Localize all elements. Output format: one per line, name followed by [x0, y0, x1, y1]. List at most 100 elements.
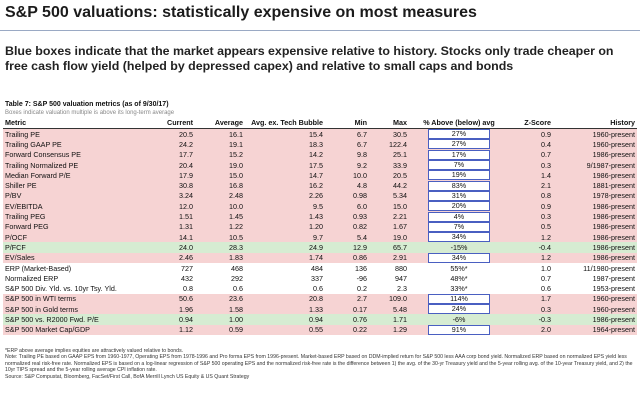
table-cell: 31% — [409, 190, 509, 201]
table-cell: 1.2 — [541, 232, 551, 242]
table-row: S&P 500 in Gold terms 1.96 1.58 1.33 0.17 5.4… — [3, 304, 637, 315]
table-cell: 1.45 — [229, 212, 243, 222]
table-cell: -15% — [409, 242, 509, 252]
table-cell: 1.67 — [393, 222, 407, 232]
table-cell: 0.3 — [541, 160, 551, 170]
table-cell: 20% — [409, 201, 509, 212]
table-cell: 0.7 — [541, 150, 551, 160]
table-cell: 18.3 — [309, 139, 323, 149]
pct-cell: 27% — [428, 129, 490, 140]
table-cell: 1987-present — [592, 273, 635, 283]
table-cell: 0.8 — [541, 191, 551, 201]
table-cell: 0.5 — [541, 222, 551, 232]
table-cell: 65.7 — [393, 242, 407, 252]
table-cell: 91% — [409, 324, 509, 335]
pct-cell: 19% — [428, 170, 490, 181]
table-cell: 24.0 — [179, 242, 193, 252]
table-cell: 9/1987-present — [586, 160, 635, 170]
table-cell: 0.9 — [541, 129, 551, 139]
table-cell: 1986-present — [592, 232, 635, 242]
table-cell: 24% — [409, 304, 509, 315]
table-row: P/BV 3.24 2.48 2.26 0.98 5.34 31% 0.8 1978-prese… — [3, 190, 637, 202]
table-cell: 2.91 — [393, 253, 407, 263]
table-cell: S&P 500 Market Cap/GDP — [5, 325, 90, 335]
table-cell: P/BV — [5, 191, 22, 201]
table-cell: 14.1 — [179, 232, 193, 242]
table-cell: 0.76 — [353, 314, 367, 324]
table-cell: 44.2 — [393, 181, 407, 191]
table-cell: 12.0 — [179, 201, 193, 211]
table-cell: 33%* — [409, 283, 509, 293]
table-cell: 109.0 — [389, 294, 407, 304]
table-cell: 30.5 — [393, 129, 407, 139]
table-cell: 20.5 — [393, 170, 407, 180]
table-cell: 0.6 — [541, 284, 551, 294]
table-row: Trailing PEG 1.51 1.45 1.43 0.93 2.21 4% 0.3 198… — [3, 211, 637, 222]
table-cell: 83% — [409, 180, 509, 191]
table-cell: 9.2 — [357, 160, 367, 170]
table-cell: 16.8 — [229, 181, 243, 191]
table-cell: 1960-present — [592, 294, 635, 304]
table-cell: 880 — [395, 263, 407, 273]
table-cell: 1960-present — [592, 304, 635, 314]
table-cell: S&P 500 in WTI terms — [5, 294, 76, 304]
table-cell: EV/EBITDA — [5, 201, 43, 211]
table-cell: 0.22 — [353, 325, 367, 335]
table-cell: 1.29 — [393, 325, 407, 335]
footnotes: *ERP above average implies equities are … — [5, 348, 635, 380]
table-row: S&P 500 vs. R2000 Fwd. P/E 0.94 1.00 0.94 0.… — [3, 314, 637, 325]
pct-cell: 91% — [428, 324, 490, 335]
table-row: Trailing PE 20.5 16.1 15.4 6.7 30.5 27% 0.9 1960… — [3, 128, 637, 140]
table-cell: 337 — [311, 273, 323, 283]
table-cell: -0.4 — [538, 242, 551, 252]
table-cell: 17.7 — [179, 150, 193, 160]
column-header: Current — [153, 117, 195, 129]
table-cell: 1978-present — [592, 191, 635, 201]
table-row: EV/EBITDA 12.0 10.0 9.5 6.0 15.0 20% 0.9 1986-pr… — [3, 201, 637, 212]
table-note: Boxes indicate valuation multiple is abo… — [5, 110, 175, 116]
table-cell: 0.98 — [353, 191, 367, 201]
table-cell: 6.7 — [357, 139, 367, 149]
table-cell: 468 — [231, 263, 243, 273]
table-row: ERP (Market-Based) 727 468 484 136 880 55%* 1.0… — [3, 262, 637, 274]
column-header: % Above (below) avg — [409, 117, 509, 129]
table-cell: 1.58 — [229, 304, 243, 314]
table-cell: 0.6 — [313, 284, 323, 294]
pct-cell: 7% — [428, 160, 490, 171]
column-header: Average — [195, 117, 245, 129]
pct-cell: 34% — [428, 232, 490, 243]
table-cell: 50.6 — [179, 294, 193, 304]
table-cell: 1.00 — [229, 314, 243, 324]
table-row: Trailing GAAP PE 24.2 19.1 18.3 6.7 122.4 27% 0… — [3, 139, 637, 150]
table-cell: Trailing PEG — [5, 212, 46, 222]
table-cell: 9.5 — [313, 201, 323, 211]
table-cell: 24.9 — [309, 242, 323, 252]
table-cell: 1.7 — [541, 294, 551, 304]
pct-cell: 31% — [428, 190, 490, 201]
table-cell: 727 — [181, 263, 193, 273]
table-cell: 1986-present — [592, 150, 635, 160]
column-header: Metric — [3, 117, 153, 129]
table-cell: 9.7 — [313, 232, 323, 242]
column-header: History — [553, 117, 637, 129]
pct-cell: 20% — [428, 201, 490, 212]
footnote: *ERP above average implies equities are … — [5, 348, 184, 354]
table-cell: Shiller PE — [5, 181, 37, 191]
table-cell: 1960-present — [592, 139, 635, 149]
subtitle: Blue boxes indicate that the market appe… — [5, 44, 614, 73]
table-cell: 17.9 — [179, 170, 193, 180]
table-cell: 20.8 — [309, 294, 323, 304]
table-cell: 27% — [409, 129, 509, 140]
valuation-table: Metric Current Average Avg. ex. Tech Bubble… — [3, 117, 637, 335]
table-cell: 1.12 — [179, 325, 193, 335]
table-cell: 5.34 — [393, 191, 407, 201]
table-cell: 33.9 — [393, 160, 407, 170]
table-cell: 25.1 — [393, 150, 407, 160]
pct-cell: 114% — [428, 293, 490, 304]
table-cell: 947 — [395, 273, 407, 283]
table-cell: 15.4 — [309, 129, 323, 139]
table-cell: -6% — [409, 314, 509, 324]
pct-cell: 7% — [428, 221, 490, 232]
table-cell: 1.43 — [309, 212, 323, 222]
table-cell: Median Forward P/E — [5, 170, 71, 180]
